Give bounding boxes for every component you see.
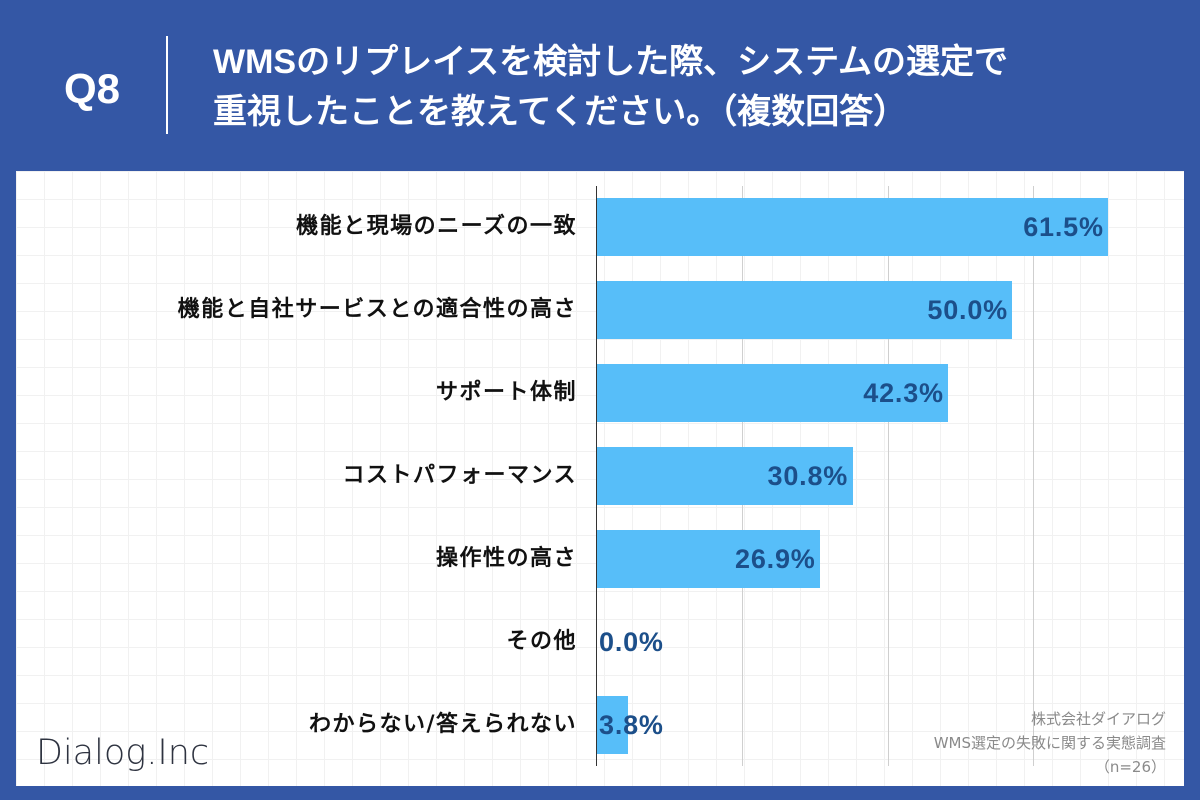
value-label: 50.0% [927,295,1008,326]
value-label: 30.8% [767,461,849,491]
bar-chart-plot-area: 61.5% 50.0% 42.3% 30.8% 26.9% 0.0% 3.8% [596,186,1179,766]
value-label: 42.3% [863,378,944,409]
bar [596,529,821,588]
x-gridline [888,186,889,766]
question-number: Q8 [64,65,121,112]
category-label: 操作性の高さ [435,545,577,571]
header-divider [166,36,168,134]
category-label: サポート体制 [435,380,577,406]
value-label: 61.5% [1023,212,1104,243]
bar [596,281,1013,340]
value-label: 3.8% [599,709,664,740]
bar [596,695,628,754]
value-label: 0.0% [599,626,664,657]
source-sample-size: （n=26） [1094,758,1166,776]
value-label: 26.9% [735,543,816,574]
question-title-line-1: WMSのリプレイスを検討した際、システムの選定で [213,43,1009,81]
category-label: 機能と現場のニーズの一致 [296,214,577,240]
category-label: その他 [506,628,577,654]
bar [596,364,949,423]
source-survey-name: WMS選定の失敗に関する実態調査 [933,734,1166,752]
category-label: 機能と自社サービスとの適合性の高さ [177,297,577,323]
question-title: WMSのリプレイスを検討した際、システムの選定で 重視したことを教えてください。… [213,37,1183,137]
category-labels: 機能と現場のニーズの一致機能と自社サービスとの適合性の高さサポート体制コストパフ… [16,186,577,766]
category-axis-line [596,186,597,766]
source-note: 株式会社ダイアログ WMS選定の失敗に関する実態調査 （n=26） [934,707,1166,779]
bar [596,447,853,505]
source-company: 株式会社ダイアログ [1030,710,1166,728]
company-logo: Dialog.Inc [36,733,210,773]
bar [596,198,1109,257]
category-label: わからない/答えられない [308,711,577,737]
category-label: コストパフォーマンス [342,463,577,488]
question-title-line-2: 重視したことを教えてください。（複数回答） [213,93,908,131]
x-gridline [1033,186,1034,766]
